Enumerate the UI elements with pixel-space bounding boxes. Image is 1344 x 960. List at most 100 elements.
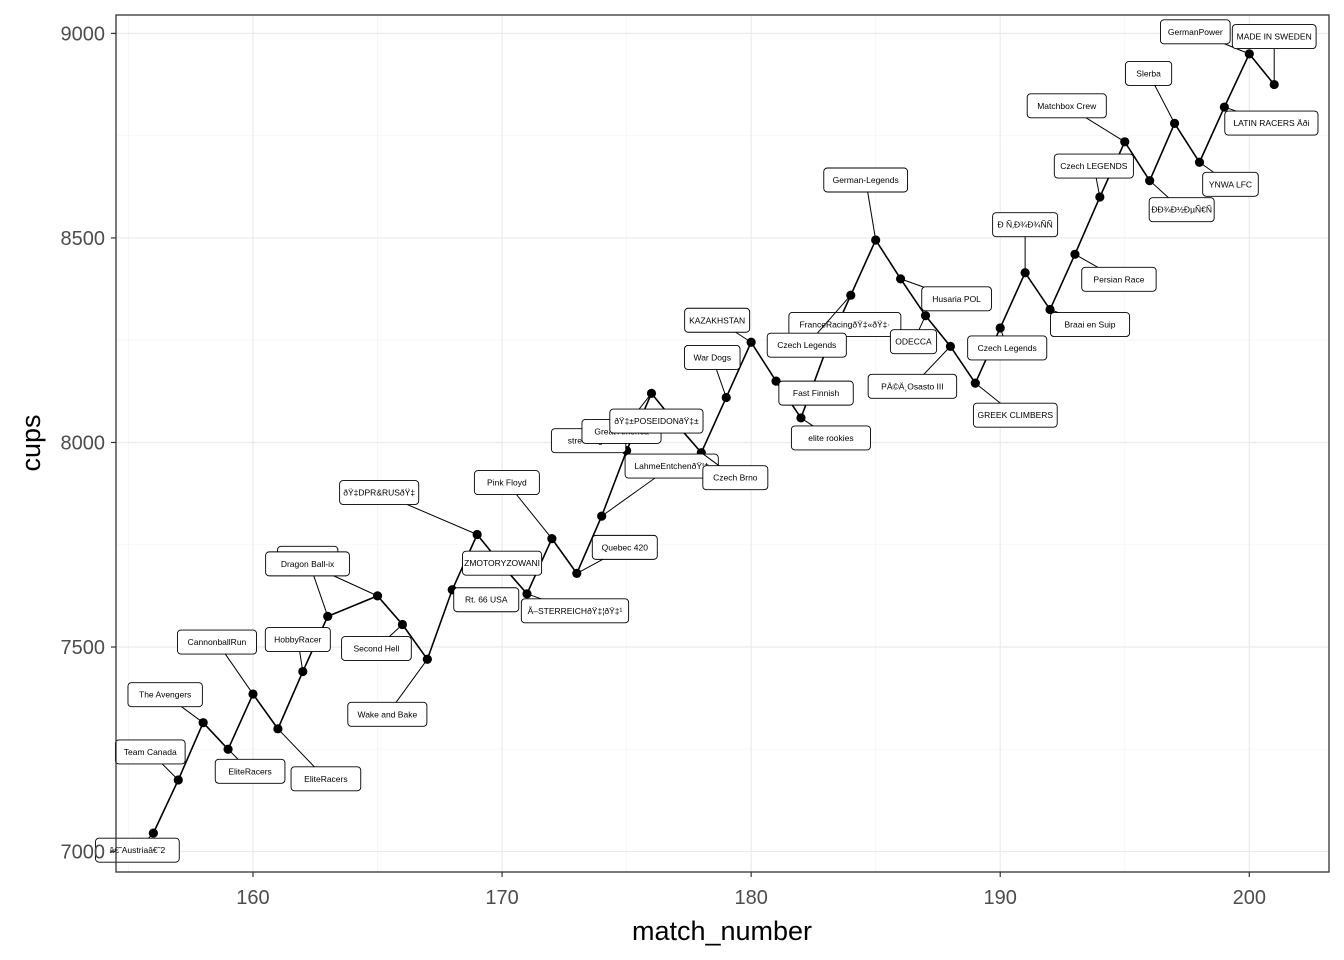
label-box	[921, 286, 992, 312]
label-text: ÐÐ¾Ð½ÐµÑ€Ñ	[1151, 205, 1212, 215]
label-box	[214, 758, 286, 784]
label-box	[176, 629, 257, 655]
label-text: Slerba	[1136, 68, 1161, 78]
label-box	[1202, 171, 1259, 197]
label-text: Czech Legends	[978, 343, 1037, 353]
label-box	[473, 470, 540, 496]
label-text: CannonballRun	[188, 637, 247, 647]
point-label: Team Canada	[114, 739, 186, 781]
point-label: GREEK CLIMBERS	[972, 382, 1058, 428]
y-axis-ticks: 7000 7500 8000 8500 9000	[61, 23, 116, 864]
label-text: Czech Legends	[777, 340, 836, 350]
label-text: PÄ©Ä¸Osasto III	[881, 381, 943, 391]
point-label: Quebec 420	[576, 534, 658, 574]
data-point	[198, 718, 208, 728]
label-text: German-Legends	[833, 175, 899, 185]
label-text: Second Hell	[354, 644, 400, 654]
label-box	[778, 380, 854, 406]
data-point	[1244, 49, 1254, 59]
data-point	[298, 666, 308, 677]
label-box	[867, 373, 958, 399]
label-text: elite rookies	[808, 433, 853, 443]
label-text: KAZAKHSTAN	[689, 315, 745, 325]
point-label: ðŸ‡DPR&RUSðŸ‡	[339, 480, 478, 535]
y-tick-label: 7000	[61, 842, 106, 864]
point-label: LATIN RACERS Äði	[1224, 106, 1319, 136]
x-tick-label: 180	[734, 887, 767, 909]
label-box	[684, 307, 751, 333]
label-text: Czech LEGENDS	[1060, 161, 1127, 171]
label-box	[1231, 24, 1317, 49]
point-label: Czech Legends	[766, 294, 852, 358]
label-box	[1148, 197, 1215, 223]
point-label: German-Legends	[823, 167, 909, 241]
label-box	[290, 766, 362, 792]
data-point	[746, 337, 756, 347]
label-text: Ð Ñ‚Ð¾Ð¾ÑÑ	[997, 220, 1052, 230]
y-tick-label: 8500	[61, 228, 106, 250]
point-label: MADE IN SWEDEN	[1231, 24, 1317, 85]
data-point	[248, 689, 258, 699]
label-text: Czech Brno	[713, 473, 758, 483]
point-label: Slerba	[1125, 60, 1176, 124]
point-label: The Avengers	[127, 682, 204, 724]
label-text: ðŸ‡DPR&RUSðŸ‡	[343, 488, 415, 498]
major-gridlines	[116, 15, 1329, 872]
label-box	[347, 701, 428, 727]
label-text: War Dogs	[693, 352, 730, 362]
label-text: ðŸ‡±POSEIDONðŸ‡±	[614, 416, 699, 426]
label-text: ODECCA	[895, 337, 932, 347]
label-text: Braai en Suip	[1065, 320, 1116, 330]
label-box	[339, 480, 420, 505]
label-text: EliteRacers	[228, 766, 271, 776]
label-box	[127, 682, 203, 708]
point-label: Czech Legends	[967, 327, 1048, 361]
point-labels: â€˜Austriaâ€˜2 Team Canada The Avengers Eli…	[95, 19, 1319, 863]
label-text: Pink Floyd	[487, 478, 527, 488]
label-text: Team Canada	[124, 747, 177, 757]
label-box	[1125, 60, 1173, 86]
label-text: Ã–STERREICHðŸ‡¦ðŸ‡¹	[528, 606, 623, 616]
point-label: YNWA LFC	[1199, 161, 1259, 197]
y-tick-label: 7500	[61, 637, 106, 659]
label-box	[992, 212, 1059, 238]
label-box	[462, 550, 543, 576]
minor-gridlines	[116, 15, 1329, 872]
point-label: Persian Race	[1074, 253, 1157, 292]
point-label: Ã–STERREICHðŸ‡¦ðŸ‡¹	[520, 593, 630, 624]
label-text: The Avengers	[139, 690, 191, 700]
data-point	[572, 568, 582, 578]
label-text: Fast Finnish	[793, 388, 840, 398]
y-tick-label: 9000	[61, 23, 106, 45]
label-box	[264, 627, 331, 653]
plot-panel-border	[115, 14, 1330, 873]
point-label: HobbyRacer	[264, 627, 331, 672]
label-text: Persian Race	[1093, 274, 1144, 284]
label-box	[1053, 153, 1134, 179]
label-text: Dragon Ball-ix	[281, 559, 335, 569]
data-point	[472, 529, 482, 540]
label-text: LATIN RACERS Äði	[1233, 118, 1309, 128]
label-box	[889, 329, 938, 355]
point-label: Czech LEGENDS	[1053, 153, 1134, 198]
label-text: GermanPower	[1168, 27, 1223, 37]
point-label: Czech Brno	[701, 452, 769, 491]
label-text: MADE IN SWEDEN	[1237, 32, 1312, 42]
label-box	[341, 636, 412, 661]
label-box	[790, 425, 871, 451]
label-box	[766, 332, 847, 358]
label-text: ZMOTORYZOWANI	[464, 558, 540, 568]
label-text: Husaria POL	[932, 294, 981, 304]
x-tick-label: 200	[1233, 887, 1266, 909]
point-label: EliteRacers	[214, 748, 286, 784]
label-text: Matchbox Crew	[1037, 101, 1097, 111]
label-text: GREEK CLIMBERS	[978, 410, 1054, 420]
point-label: Braai en Suip	[1049, 309, 1131, 337]
label-box	[1081, 266, 1157, 292]
point-label: Rt. 66 USA	[452, 587, 520, 613]
label-box	[823, 167, 909, 193]
label-text: HobbyRacer	[274, 635, 321, 645]
point-label: GermanPower	[1159, 19, 1250, 55]
point-label: ðŸ‡±POSEIDONðŸ‡±	[609, 408, 704, 434]
